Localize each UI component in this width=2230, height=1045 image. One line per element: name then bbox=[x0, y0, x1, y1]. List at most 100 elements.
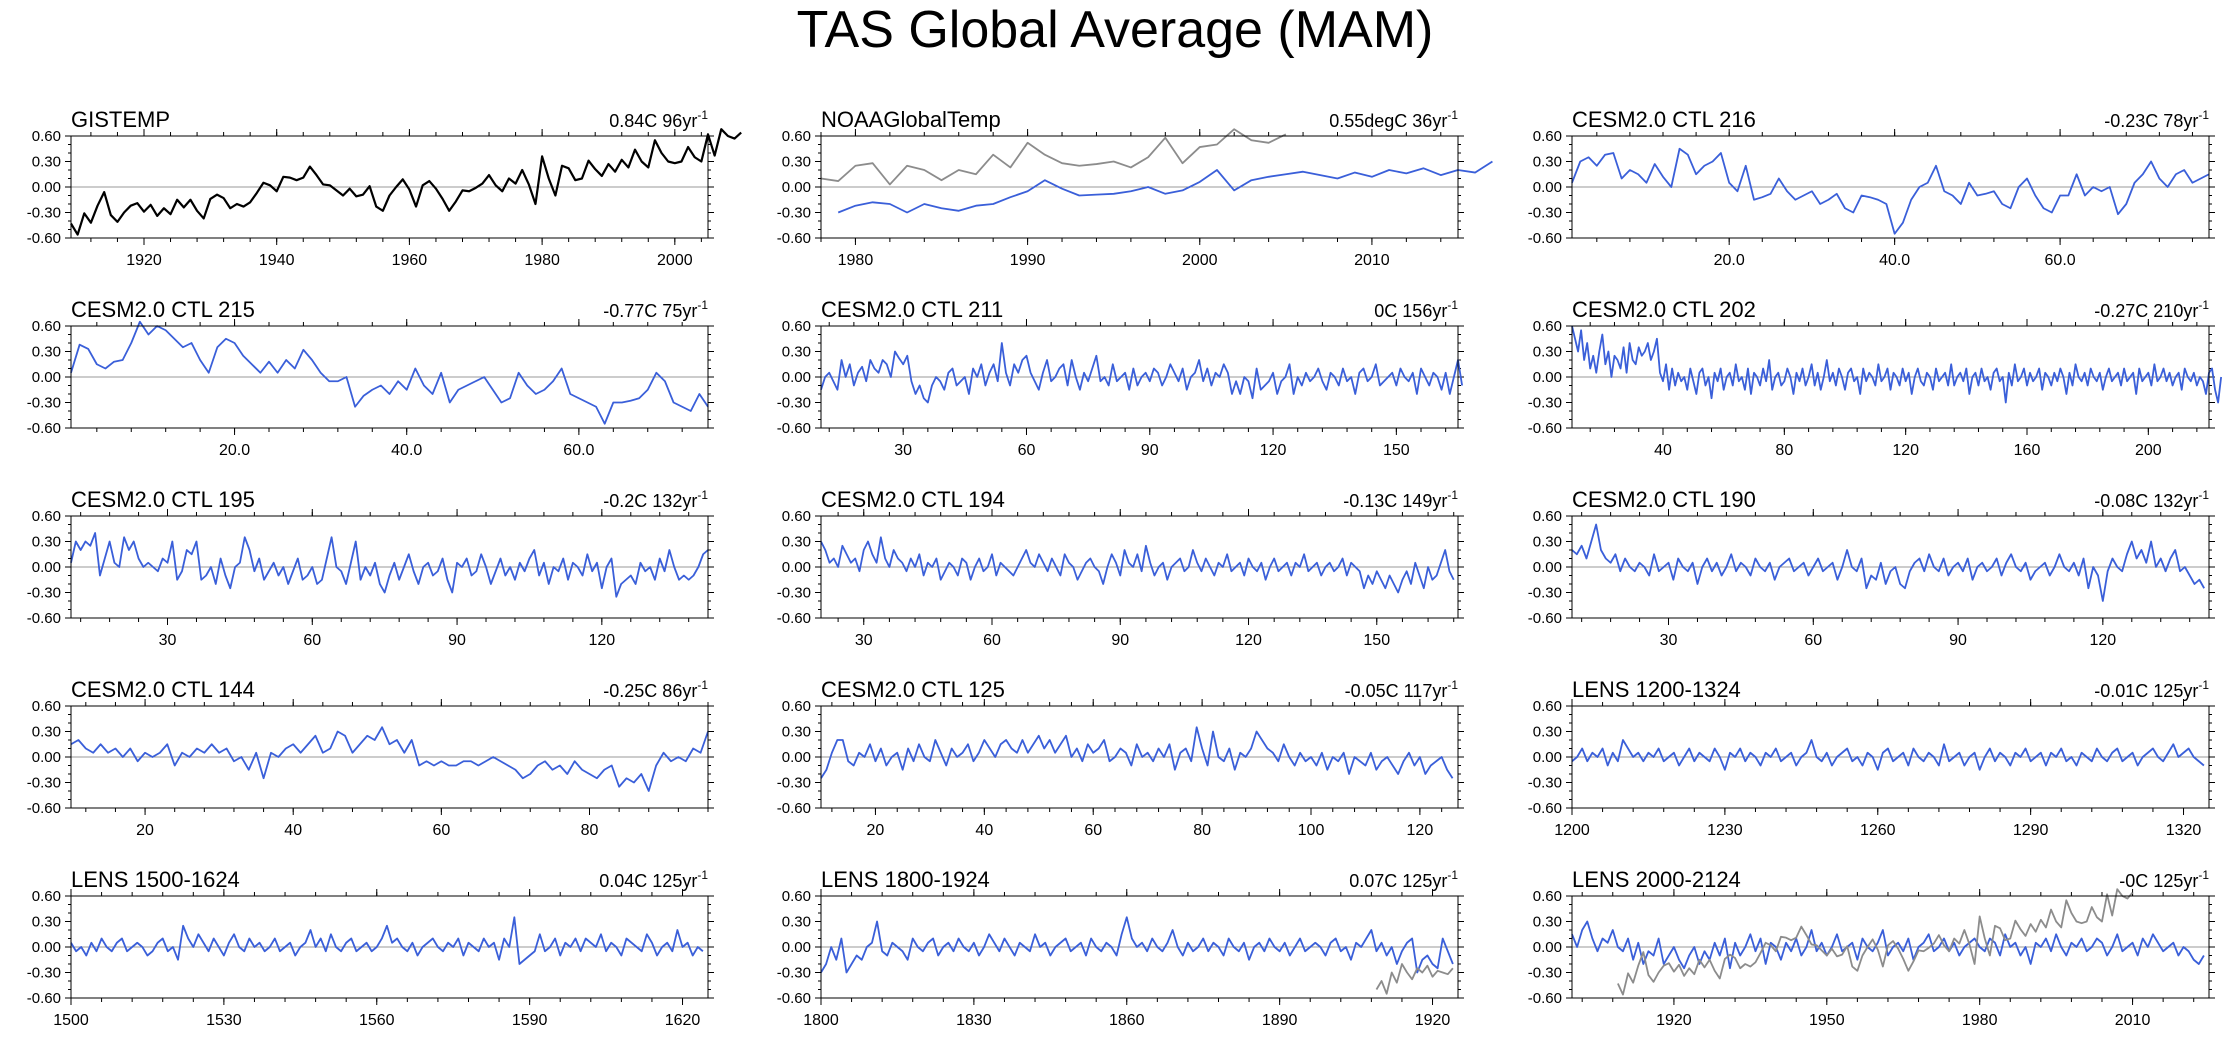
y-tick-label: -0.30 bbox=[1528, 205, 1562, 222]
x-tick-label: 80 bbox=[1193, 822, 1211, 839]
panel-frame bbox=[820, 325, 1459, 429]
x-tick-label: 1980 bbox=[838, 252, 874, 269]
x-tick-label: 90 bbox=[1111, 632, 1129, 649]
x-tick-label: 100 bbox=[1298, 822, 1325, 839]
y-tick-label: -0.60 bbox=[27, 420, 61, 437]
panel-6: CESM2.0 CTL 202 -0.27C 210yr-1 0.60 0.30 0.0… bbox=[1528, 297, 2223, 459]
series-line-model bbox=[1571, 325, 2223, 404]
panel-11: CESM2.0 CTL 125 -0.05C 117yr-1 0.60 0.30 0.0… bbox=[777, 677, 1464, 839]
panel-10: CESM2.0 CTL 144 -0.25C 86yr-1 0.60 0.30 0.00… bbox=[27, 677, 714, 839]
x-tick-label: 1590 bbox=[512, 1012, 548, 1029]
x-tick-label: 60 bbox=[983, 632, 1001, 649]
y-tick-label: 0.00 bbox=[1533, 939, 1562, 956]
panel-stat: 0.55degC 36yr-1 bbox=[1329, 108, 1458, 131]
y-tick-label: -0.60 bbox=[777, 230, 811, 247]
x-tick-label: 40.0 bbox=[391, 442, 422, 459]
y-tick-label: -0.60 bbox=[1528, 800, 1562, 817]
y-tick-label: 0.30 bbox=[32, 914, 61, 931]
y-tick-label: 0.00 bbox=[32, 939, 61, 956]
y-tick-label: 0.60 bbox=[32, 698, 61, 715]
x-tick-label: 60 bbox=[432, 822, 450, 839]
x-tick-label: 150 bbox=[1363, 632, 1390, 649]
y-tick-label: 0.30 bbox=[1533, 534, 1562, 551]
x-tick-label: 120 bbox=[1407, 822, 1434, 839]
series-line-overlay bbox=[1617, 888, 2134, 996]
series-line-model bbox=[837, 160, 1493, 214]
y-tick-label: -0.60 bbox=[777, 990, 811, 1007]
series-line-model bbox=[70, 320, 709, 425]
y-tick-label: -0.60 bbox=[27, 800, 61, 817]
y-tick-label: -0.30 bbox=[27, 395, 61, 412]
x-tick-label: 200 bbox=[2135, 442, 2162, 459]
x-tick-label: 2010 bbox=[1354, 252, 1390, 269]
y-tick-label: 0.30 bbox=[1533, 344, 1562, 361]
x-tick-label: 1200 bbox=[1554, 822, 1590, 839]
panel-14: LENS 1800-1924 0.07C 125yr-1 0.60 0.30 0.00 -… bbox=[777, 867, 1464, 1029]
panel-7: CESM2.0 CTL 195 -0.2C 132yr-1 0.60 0.30 0.00… bbox=[27, 487, 714, 649]
series-line-model bbox=[1571, 523, 2205, 602]
y-tick-label: -0.30 bbox=[1528, 775, 1562, 792]
y-tick-label: -0.60 bbox=[1528, 610, 1562, 627]
panel-title: LENS 1500-1624 bbox=[71, 867, 240, 892]
panel-stat: -0.77C 75yr-1 bbox=[603, 298, 708, 321]
panel-title: CESM2.0 CTL 194 bbox=[821, 487, 1005, 512]
y-tick-label: -0.30 bbox=[1528, 395, 1562, 412]
panel-frame bbox=[70, 325, 709, 429]
y-tick-label: -0.60 bbox=[27, 990, 61, 1007]
y-tick-label: -0.30 bbox=[777, 775, 811, 792]
panel-frame bbox=[70, 515, 709, 619]
panel-stat: -0C 125yr-1 bbox=[2119, 868, 2209, 891]
series-line-model bbox=[820, 916, 1454, 974]
panel-stat: 0.84C 96yr-1 bbox=[609, 108, 708, 131]
x-tick-label: 1830 bbox=[956, 1012, 992, 1029]
panel-frame bbox=[70, 135, 709, 239]
y-tick-label: 0.60 bbox=[1533, 888, 1562, 905]
x-tick-label: 120 bbox=[1892, 442, 1919, 459]
x-tick-label: 20.0 bbox=[219, 442, 250, 459]
series-line-obs bbox=[70, 128, 742, 236]
y-tick-label: 0.00 bbox=[32, 369, 61, 386]
panel-frame bbox=[1571, 895, 2210, 999]
x-tick-label: 2010 bbox=[2115, 1012, 2151, 1029]
x-tick-label: 40 bbox=[1654, 442, 1672, 459]
y-tick-label: 0.00 bbox=[1533, 179, 1562, 196]
panel-stat: -0.23C 78yr-1 bbox=[2104, 108, 2209, 131]
y-tick-label: 0.00 bbox=[32, 179, 61, 196]
panel-frame bbox=[1571, 325, 2210, 429]
x-tick-label: 1320 bbox=[2166, 822, 2202, 839]
y-tick-label: 0.60 bbox=[1533, 318, 1562, 335]
panel-3: CESM2.0 CTL 216 -0.23C 78yr-1 0.60 0.30 0.00… bbox=[1528, 107, 2215, 269]
y-tick-label: 0.60 bbox=[782, 318, 811, 335]
y-tick-label: 0.60 bbox=[1533, 128, 1562, 145]
y-tick-label: 0.30 bbox=[1533, 154, 1562, 171]
y-tick-label: -0.60 bbox=[777, 420, 811, 437]
series-line-model bbox=[820, 342, 1463, 404]
main-title: TAS Global Average (MAM) bbox=[796, 1, 1434, 59]
x-tick-label: 120 bbox=[1235, 632, 1262, 649]
x-tick-label: 60 bbox=[303, 632, 321, 649]
x-tick-label: 90 bbox=[1949, 632, 1967, 649]
y-tick-label: -0.60 bbox=[27, 610, 61, 627]
panel-frame bbox=[70, 895, 709, 999]
panel-frame bbox=[1571, 515, 2210, 619]
y-tick-label: 0.30 bbox=[32, 724, 61, 741]
panel-1: GISTEMP 0.84C 96yr-1 0.60 0.30 0.00 -0.30 -0.6… bbox=[27, 107, 742, 269]
x-tick-label: 30 bbox=[159, 632, 177, 649]
panel-title: LENS 1800-1924 bbox=[821, 867, 990, 892]
panel-stat: -0.27C 210yr-1 bbox=[2094, 298, 2209, 321]
series-line-model bbox=[820, 536, 1455, 594]
panel-stat: 0.07C 125yr-1 bbox=[1349, 868, 1458, 891]
series-line-overlay bbox=[820, 128, 1287, 186]
y-tick-label: 0.30 bbox=[782, 724, 811, 741]
x-tick-label: 30 bbox=[855, 632, 873, 649]
panel-title: CESM2.0 CTL 215 bbox=[71, 297, 255, 322]
y-tick-label: 0.00 bbox=[782, 179, 811, 196]
x-tick-label: 160 bbox=[2014, 442, 2041, 459]
panel-title: LENS 1200-1324 bbox=[1572, 677, 1741, 702]
x-tick-label: 60.0 bbox=[563, 442, 594, 459]
x-tick-label: 60 bbox=[1018, 442, 1036, 459]
x-tick-label: 40 bbox=[975, 822, 993, 839]
y-tick-label: -0.60 bbox=[1528, 420, 1562, 437]
panel-5: CESM2.0 CTL 211 0C 156yr-1 0.60 0.30 0.00 -0.… bbox=[777, 297, 1464, 459]
panel-stat: -0.25C 86yr-1 bbox=[603, 678, 708, 701]
